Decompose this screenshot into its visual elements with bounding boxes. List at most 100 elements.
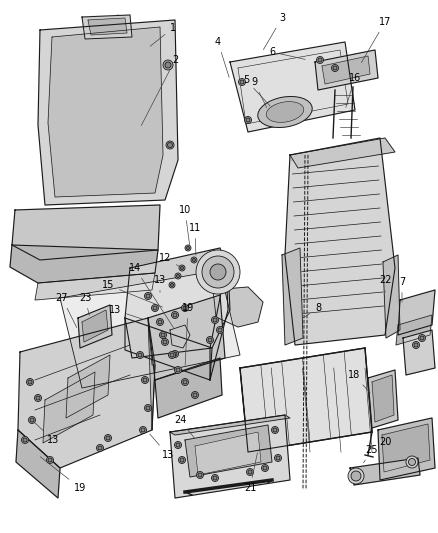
Text: 20: 20 (379, 437, 391, 447)
Text: 27: 27 (56, 293, 77, 327)
Circle shape (158, 320, 162, 324)
Text: 16: 16 (346, 73, 361, 107)
Circle shape (174, 367, 181, 374)
Polygon shape (170, 415, 290, 498)
Polygon shape (195, 432, 261, 475)
Circle shape (197, 472, 204, 479)
Circle shape (146, 406, 150, 410)
Text: 2: 2 (141, 55, 178, 126)
Text: 18: 18 (348, 370, 370, 393)
Polygon shape (148, 318, 155, 430)
Circle shape (183, 380, 187, 384)
Ellipse shape (266, 102, 304, 123)
Polygon shape (368, 370, 398, 428)
Circle shape (21, 437, 28, 443)
Circle shape (165, 62, 171, 68)
Circle shape (273, 428, 277, 432)
Polygon shape (383, 255, 400, 338)
Polygon shape (285, 138, 395, 345)
Text: 1: 1 (150, 23, 176, 46)
Polygon shape (82, 310, 108, 342)
Text: 22: 22 (379, 275, 391, 292)
Polygon shape (38, 20, 178, 205)
Circle shape (191, 392, 198, 399)
Polygon shape (350, 458, 420, 485)
Circle shape (23, 438, 27, 442)
Circle shape (176, 443, 180, 447)
Circle shape (145, 405, 152, 411)
Circle shape (181, 378, 188, 385)
Circle shape (191, 257, 197, 263)
Text: 13: 13 (150, 434, 174, 460)
Circle shape (193, 393, 197, 397)
Circle shape (317, 56, 324, 63)
Circle shape (169, 351, 176, 359)
Circle shape (179, 265, 185, 271)
Circle shape (106, 436, 110, 440)
Circle shape (239, 78, 246, 85)
Polygon shape (282, 248, 303, 345)
Circle shape (173, 313, 177, 317)
Circle shape (105, 434, 112, 441)
Circle shape (275, 455, 282, 462)
Polygon shape (66, 355, 110, 418)
Circle shape (174, 441, 181, 448)
Polygon shape (240, 348, 372, 452)
Text: 8: 8 (302, 303, 321, 318)
Text: 13: 13 (154, 275, 166, 292)
Circle shape (163, 60, 173, 70)
Circle shape (141, 428, 145, 432)
Text: 3: 3 (263, 13, 285, 50)
Circle shape (218, 328, 222, 332)
Circle shape (179, 456, 186, 464)
Circle shape (138, 353, 142, 357)
Text: 24: 24 (174, 415, 194, 438)
Polygon shape (210, 268, 228, 380)
Circle shape (413, 342, 420, 349)
Circle shape (212, 474, 219, 481)
Circle shape (152, 304, 159, 311)
Circle shape (145, 293, 152, 300)
Polygon shape (82, 15, 132, 39)
Polygon shape (185, 425, 272, 477)
Circle shape (409, 458, 416, 465)
Circle shape (187, 246, 190, 249)
Text: 7: 7 (399, 277, 405, 302)
Circle shape (170, 284, 173, 287)
Circle shape (213, 318, 217, 322)
Text: 21: 21 (244, 453, 258, 493)
Polygon shape (16, 430, 60, 498)
Circle shape (170, 353, 174, 357)
Polygon shape (148, 295, 225, 380)
Circle shape (143, 378, 147, 382)
Circle shape (35, 394, 42, 401)
Text: 11: 11 (189, 223, 201, 255)
Circle shape (137, 351, 144, 359)
Circle shape (96, 445, 103, 451)
Text: 13: 13 (34, 422, 59, 445)
Text: 6: 6 (269, 47, 305, 59)
Polygon shape (170, 325, 190, 348)
Text: 9: 9 (251, 77, 267, 108)
Circle shape (206, 336, 213, 343)
Circle shape (28, 416, 35, 424)
Polygon shape (403, 330, 435, 375)
Circle shape (146, 294, 150, 298)
Circle shape (183, 306, 187, 310)
Circle shape (208, 338, 212, 342)
Circle shape (351, 471, 361, 481)
Circle shape (98, 446, 102, 450)
Polygon shape (125, 248, 230, 358)
Polygon shape (125, 318, 212, 380)
Circle shape (261, 464, 268, 472)
Circle shape (48, 458, 52, 462)
Circle shape (406, 456, 418, 468)
Circle shape (348, 468, 364, 484)
Circle shape (213, 476, 217, 480)
Circle shape (173, 352, 177, 356)
Text: 15: 15 (102, 280, 162, 307)
Circle shape (212, 317, 219, 324)
Circle shape (246, 118, 250, 122)
Circle shape (418, 335, 425, 342)
Polygon shape (170, 415, 290, 435)
